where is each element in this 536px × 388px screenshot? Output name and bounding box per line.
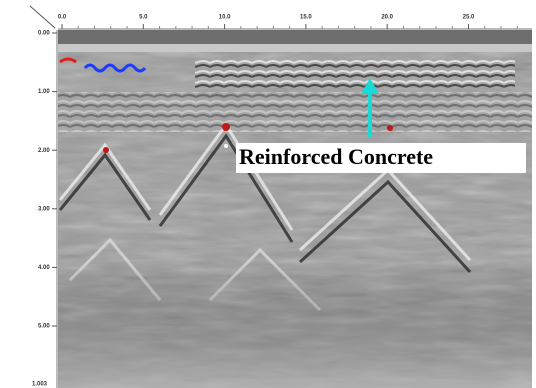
x-tick-label: 20.0: [381, 15, 393, 21]
scan-image: [58, 30, 532, 388]
x-tick-label: 25.0: [463, 15, 475, 21]
radargram-view: 0.0 5.0 10.0 15.0 20.0 25.0 0.00 1.00 2.00 3.00 4…: [0, 0, 536, 388]
y-tick-label: 1.00: [38, 89, 50, 95]
y-tick-label: 2.00: [38, 148, 50, 154]
x-tick-label: 10.0: [219, 15, 231, 21]
y-tick-label: 5.00: [38, 324, 50, 330]
corner-label: 1.003: [32, 382, 48, 388]
x-tick-label: 5.0: [139, 15, 148, 21]
y-tick-label: 3.00: [38, 206, 50, 212]
y-tick-label: 0.00: [38, 31, 50, 37]
page: {"x_axis": {"ticks": ["0.0", "5.0", "10.…: [0, 0, 536, 388]
y-tick-label: 4.00: [38, 265, 50, 271]
x-tick-label: 0.0: [58, 15, 67, 21]
x-tick-label: 15.0: [300, 15, 312, 21]
annotation-label: Reinforced Concrete: [239, 144, 433, 169]
